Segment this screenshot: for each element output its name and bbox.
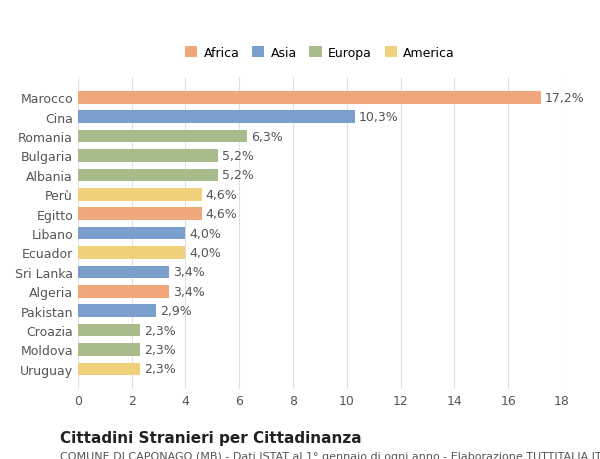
Bar [78,189,202,201]
Text: 3,4%: 3,4% [173,266,205,279]
Text: 10,3%: 10,3% [359,111,399,124]
Bar [78,363,140,375]
Bar [78,305,156,317]
Text: 4,6%: 4,6% [206,208,238,221]
Bar [78,130,247,143]
Text: 2,9%: 2,9% [160,304,191,318]
Text: 4,0%: 4,0% [190,246,221,259]
Bar [78,169,218,182]
Bar [78,266,169,279]
Bar [78,227,185,240]
Text: 6,3%: 6,3% [251,130,283,143]
Bar [78,324,140,336]
Bar [78,343,140,356]
Text: 3,4%: 3,4% [173,285,205,298]
Bar [78,285,169,298]
Text: 17,2%: 17,2% [545,92,584,105]
Text: Cittadini Stranieri per Cittadinanza: Cittadini Stranieri per Cittadinanza [60,430,362,445]
Text: 2,3%: 2,3% [144,343,176,356]
Bar [78,150,218,162]
Bar [78,92,541,104]
Bar [78,208,202,220]
Text: COMUNE DI CAPONAGO (MB) - Dati ISTAT al 1° gennaio di ogni anno - Elaborazione T: COMUNE DI CAPONAGO (MB) - Dati ISTAT al … [60,451,600,459]
Text: 4,6%: 4,6% [206,188,238,202]
Text: 2,3%: 2,3% [144,363,176,375]
Text: 4,0%: 4,0% [190,227,221,240]
Legend: Africa, Asia, Europa, America: Africa, Asia, Europa, America [181,43,459,64]
Text: 5,2%: 5,2% [222,169,254,182]
Bar [78,246,185,259]
Text: 2,3%: 2,3% [144,324,176,337]
Text: 5,2%: 5,2% [222,150,254,162]
Bar [78,111,355,124]
